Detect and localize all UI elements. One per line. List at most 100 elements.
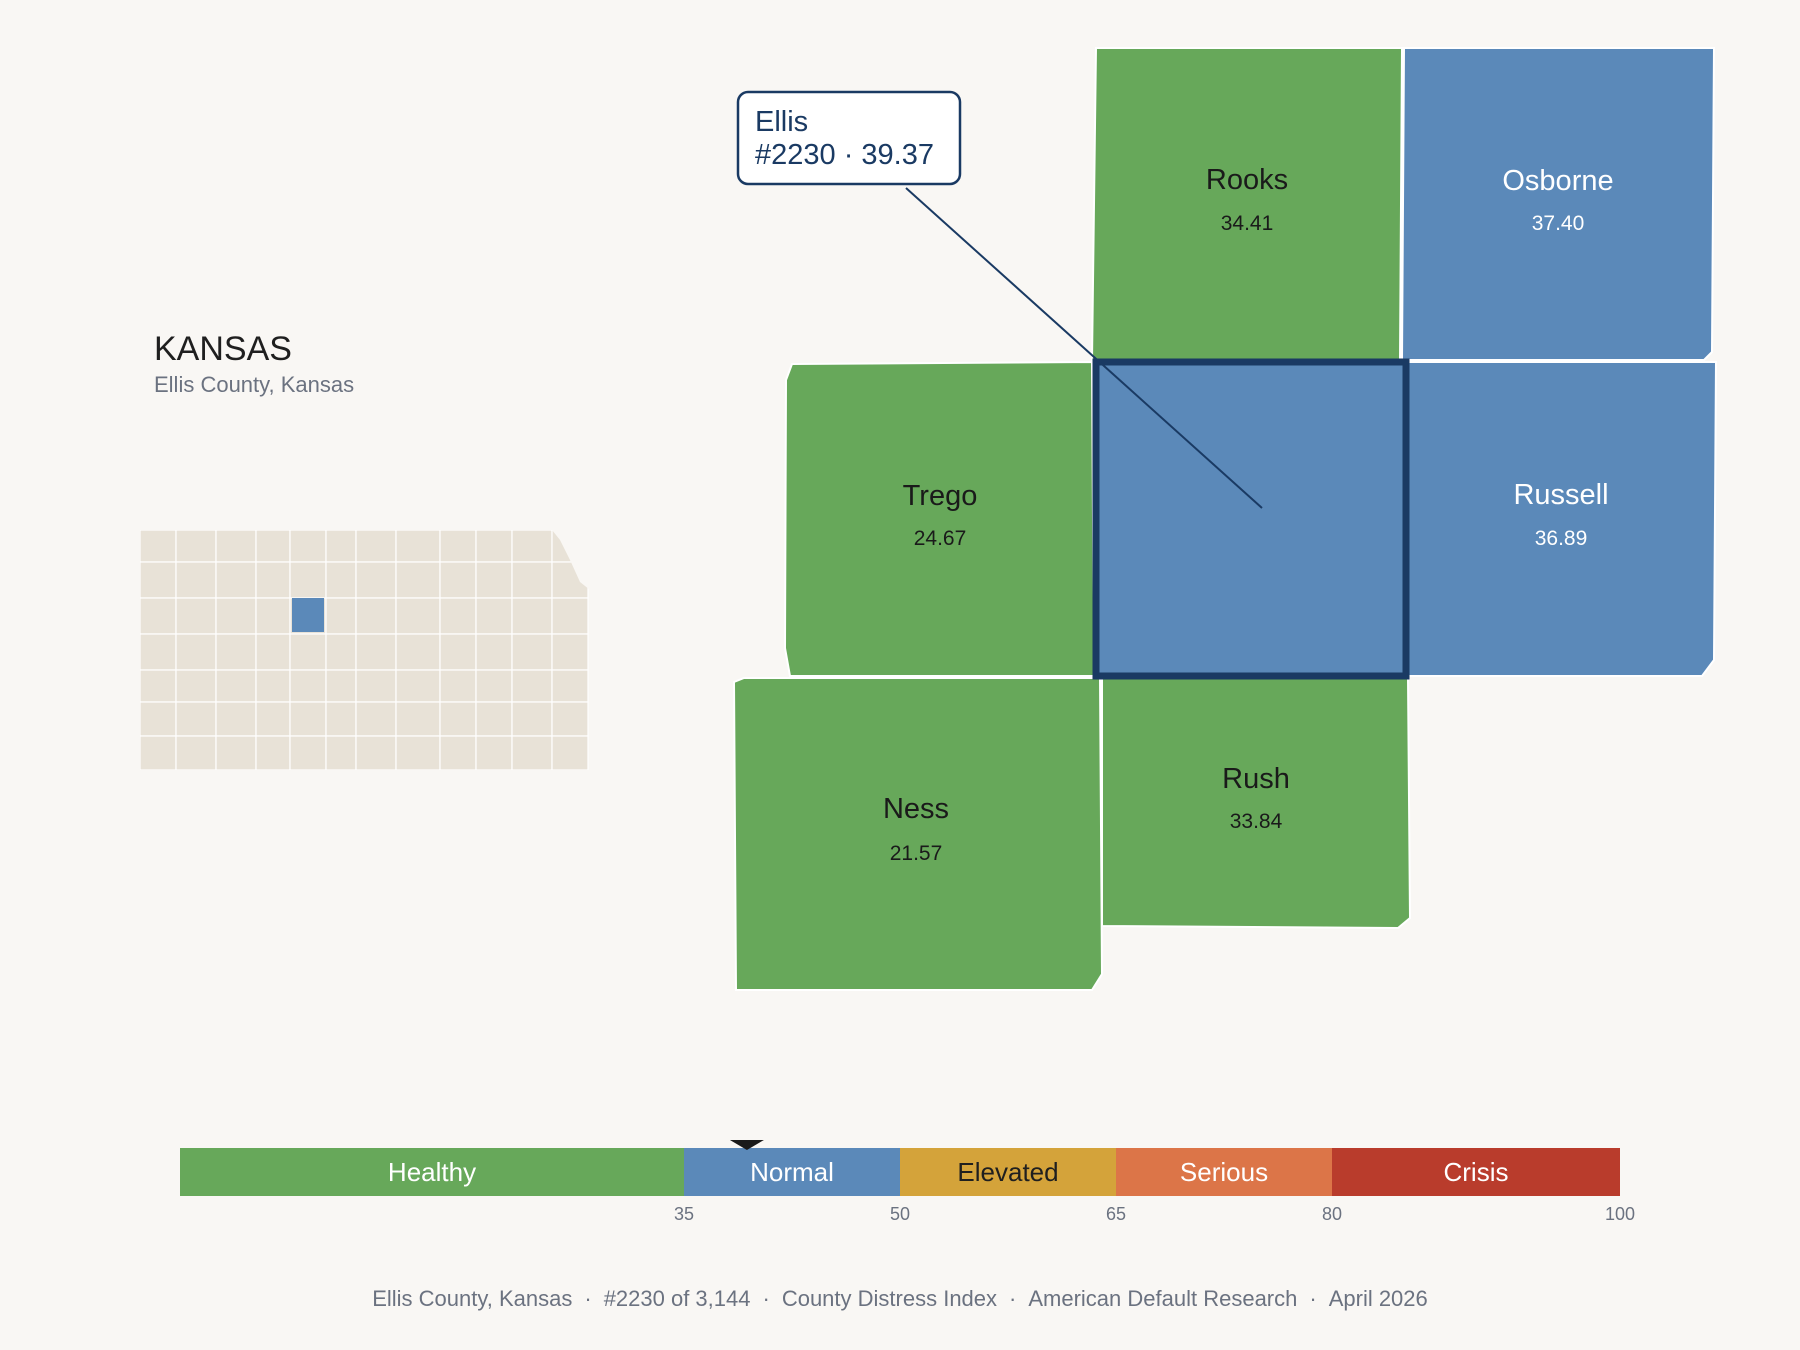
minimap-county <box>175 597 217 635</box>
minimap-county <box>325 633 357 671</box>
legend-segment-crisis <box>1332 1148 1620 1196</box>
footer-separator: · <box>762 1286 770 1311</box>
county-rush[interactable] <box>1101 677 1412 930</box>
callout-county-name: Ellis <box>755 106 808 138</box>
callout-leader-line <box>905 187 1263 509</box>
minimap-county <box>255 597 291 635</box>
county-value-ness: 21.57 <box>890 842 943 865</box>
minimap-county <box>289 669 327 703</box>
minimap-county <box>439 735 477 770</box>
minimap-county <box>140 669 177 703</box>
minimap-county <box>325 701 357 737</box>
minimap-county <box>511 561 553 599</box>
minimap-county <box>215 597 257 635</box>
legend-label-healthy: Healthy <box>388 1157 476 1187</box>
legend-segment-normal <box>684 1148 900 1196</box>
county-value-trego: 24.67 <box>914 527 967 550</box>
minimap-county <box>551 597 589 635</box>
minimap-county <box>215 735 257 770</box>
legend-label-normal: Normal <box>750 1157 834 1187</box>
minimap-county <box>395 561 441 599</box>
county-rooks[interactable] <box>1090 47 1404 361</box>
legend-tick-label: 50 <box>890 1204 910 1224</box>
footer-separator: · <box>1309 1286 1317 1311</box>
legend-label-serious: Serious <box>1180 1157 1268 1187</box>
county-label-trego: Trego <box>903 480 978 512</box>
county-label-rush: Rush <box>1222 763 1290 795</box>
minimap-county <box>140 701 177 737</box>
county-ness[interactable] <box>732 677 1104 991</box>
county-label-russell: Russell <box>1513 479 1608 511</box>
minimap-county <box>551 633 589 671</box>
legend-tick-label: 65 <box>1106 1204 1126 1224</box>
county-label-rooks: Rooks <box>1206 164 1288 196</box>
minimap-county <box>140 735 177 770</box>
county-value-rush: 33.84 <box>1230 810 1283 833</box>
minimap-county <box>395 597 441 635</box>
minimap-county <box>439 669 477 703</box>
minimap-county <box>475 633 513 671</box>
legend-label-elevated: Elevated <box>957 1157 1058 1187</box>
minimap-border-notch <box>552 530 600 598</box>
footer: Ellis County, Kansas · #2230 of 3,144 · Coun… <box>0 1286 1800 1312</box>
distress-scale-legend: Healthy Normal Elevated Serious Crisis 35 50 6… <box>180 1140 1635 1224</box>
legend-segment-healthy <box>180 1148 684 1196</box>
minimap-county <box>395 633 441 671</box>
footer-separator: · <box>1009 1286 1017 1311</box>
minimap-county <box>255 701 291 737</box>
footer-rank: #2230 of 3,144 <box>603 1286 751 1311</box>
minimap-county <box>289 735 327 770</box>
minimap-selected-county <box>292 598 324 632</box>
selected-county-outline <box>1092 358 1410 680</box>
legend-position-marker <box>729 1140 764 1150</box>
minimap-county <box>551 701 589 737</box>
county-label-ness: Ness <box>883 793 949 825</box>
minimap-county <box>551 669 589 703</box>
callout-rank-score: #2230 · 39.37 <box>755 139 934 171</box>
legend-label-crisis: Crisis <box>1444 1157 1509 1187</box>
footer-source: American Default Research <box>1028 1286 1298 1311</box>
minimap-county <box>439 701 477 737</box>
county-ellis[interactable] <box>1095 361 1407 677</box>
footer-location: Ellis County, Kansas <box>372 1286 573 1311</box>
legend-tick-label: 100 <box>1605 1204 1635 1224</box>
minimap-county <box>325 597 357 635</box>
minimap-county <box>355 669 397 703</box>
minimap-county <box>395 701 441 737</box>
minimap-county <box>475 669 513 703</box>
county-label-osborne: Osborne <box>1502 165 1613 197</box>
minimap-county <box>325 735 357 770</box>
legend-segment-elevated <box>900 1148 1116 1196</box>
county-osborne[interactable] <box>1400 47 1716 361</box>
kansas-locator-map <box>140 530 600 770</box>
minimap-county <box>175 735 217 770</box>
county-value-rooks: 34.41 <box>1221 212 1274 235</box>
minimap-county <box>255 669 291 703</box>
minimap-county <box>475 561 513 599</box>
minimap-county <box>140 530 177 563</box>
county-neighborhood-map: Ellis #2230 · 39.37 Rooks 34.41 Osborne … <box>732 47 1718 991</box>
county-russell[interactable] <box>1407 361 1718 677</box>
callout-box <box>736 90 962 186</box>
minimap-county <box>355 735 397 770</box>
state-subtitle: Ellis County, Kansas <box>154 372 355 397</box>
county-value-russell: 36.89 <box>1535 527 1588 550</box>
minimap-county <box>475 597 513 635</box>
minimap-county <box>355 633 397 671</box>
state-title: KANSAS <box>154 330 292 368</box>
minimap-county <box>355 701 397 737</box>
footer-date: April 2026 <box>1328 1286 1428 1311</box>
minimap-county <box>511 735 553 770</box>
footer-separator: · <box>584 1286 592 1311</box>
legend-tick-label: 35 <box>674 1204 694 1224</box>
legend-tick-label: 80 <box>1322 1204 1342 1224</box>
minimap-county <box>215 633 257 671</box>
legend-segment-serious <box>1116 1148 1332 1196</box>
footer-index-name: County Distress Index <box>781 1286 998 1311</box>
minimap-county <box>289 561 327 599</box>
county-value-osborne: 37.40 <box>1532 212 1585 235</box>
minimap-county <box>255 561 291 599</box>
minimap-county <box>551 735 589 770</box>
county-trego[interactable] <box>783 360 1096 677</box>
